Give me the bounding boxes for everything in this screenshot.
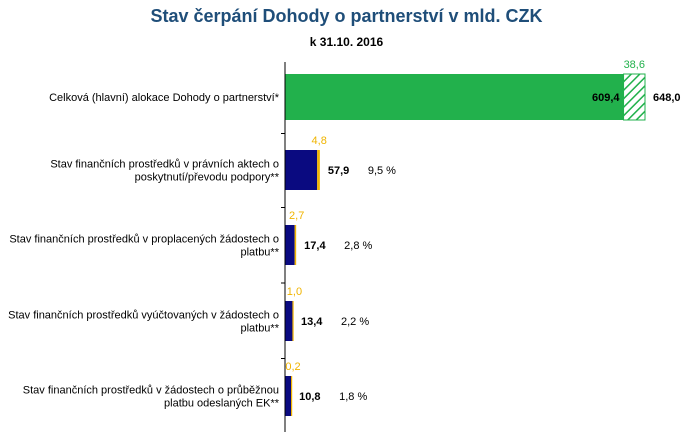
data-label-main: 57,9	[328, 165, 349, 177]
data-label-secondary: 38,6	[624, 59, 645, 71]
bar-main	[285, 376, 291, 416]
category-label: Stav finančních prostředků v proplacenýc…	[9, 234, 279, 246]
category-label: Celková (hlavní) alokace Dohody o partne…	[49, 92, 280, 104]
bar-allocation-reserve	[623, 73, 646, 121]
data-label-secondary: 0,2	[285, 361, 300, 373]
category-label: platbu odeslaných EK**	[164, 398, 280, 410]
bar-main	[285, 301, 293, 341]
data-label-secondary: 1,0	[287, 286, 302, 298]
data-label-percent: 9,5 %	[368, 165, 396, 177]
chart-title: Stav čerpání Dohody o partnerství v mld.…	[150, 6, 543, 26]
data-label-main: 10,8	[299, 391, 320, 403]
category-label: Stav finančních prostředků vyúčtovaných …	[8, 310, 279, 322]
chart-subtitle: k 31.10. 2016	[309, 35, 384, 49]
data-label-secondary: 2,7	[289, 210, 304, 222]
data-label-total: 648,0	[653, 92, 681, 104]
bar-secondary	[292, 301, 294, 341]
category-label: poskytnutí/převodu podpory**	[135, 172, 280, 184]
category-label: Stav finančních prostředků v žádostech o…	[23, 385, 279, 397]
data-label-main: 17,4	[304, 240, 326, 252]
category-label: platbu**	[240, 247, 279, 259]
category-label: platbu**	[240, 323, 279, 335]
bar-secondary	[317, 150, 320, 190]
data-label-main: 609,4	[592, 92, 620, 104]
data-label-secondary: 4,8	[312, 135, 327, 147]
bar-main	[285, 150, 318, 190]
category-label: Stav finančních prostředků v právních ak…	[50, 159, 279, 171]
data-label-percent: 2,2 %	[341, 316, 369, 328]
data-label-percent: 2,8 %	[344, 240, 372, 252]
bar-secondary	[294, 225, 297, 265]
data-label-percent: 1,8 %	[339, 391, 367, 403]
data-label-main: 13,4	[301, 316, 323, 328]
bar-allocation	[285, 74, 624, 120]
bar-secondary	[291, 376, 293, 416]
bar-main	[285, 225, 295, 265]
